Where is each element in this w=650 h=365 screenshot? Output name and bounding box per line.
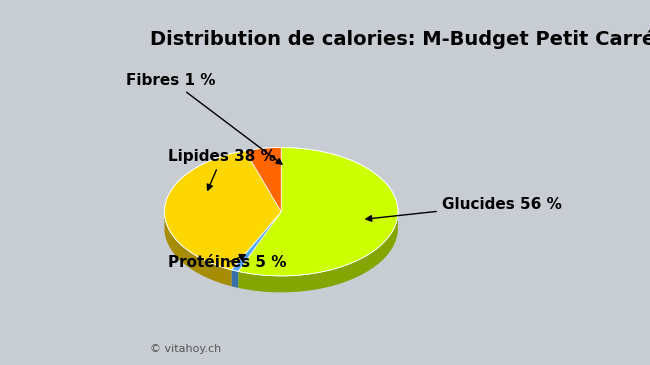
Text: © vitahoy.ch: © vitahoy.ch xyxy=(150,344,221,354)
Text: Lipides 38 %: Lipides 38 % xyxy=(168,149,276,190)
Polygon shape xyxy=(238,214,398,292)
Polygon shape xyxy=(231,270,238,288)
Text: Fibres 1 %: Fibres 1 % xyxy=(126,73,282,164)
Polygon shape xyxy=(245,147,281,212)
Polygon shape xyxy=(238,147,398,276)
Text: Distribution de calories: M-Budget Petit Carré (Migros): Distribution de calories: M-Budget Petit… xyxy=(150,29,650,49)
Polygon shape xyxy=(164,151,281,270)
Text: Glucides 56 %: Glucides 56 % xyxy=(366,197,562,221)
Polygon shape xyxy=(164,213,231,286)
Text: Protéines 5 %: Protéines 5 % xyxy=(168,254,287,270)
Polygon shape xyxy=(231,212,281,272)
